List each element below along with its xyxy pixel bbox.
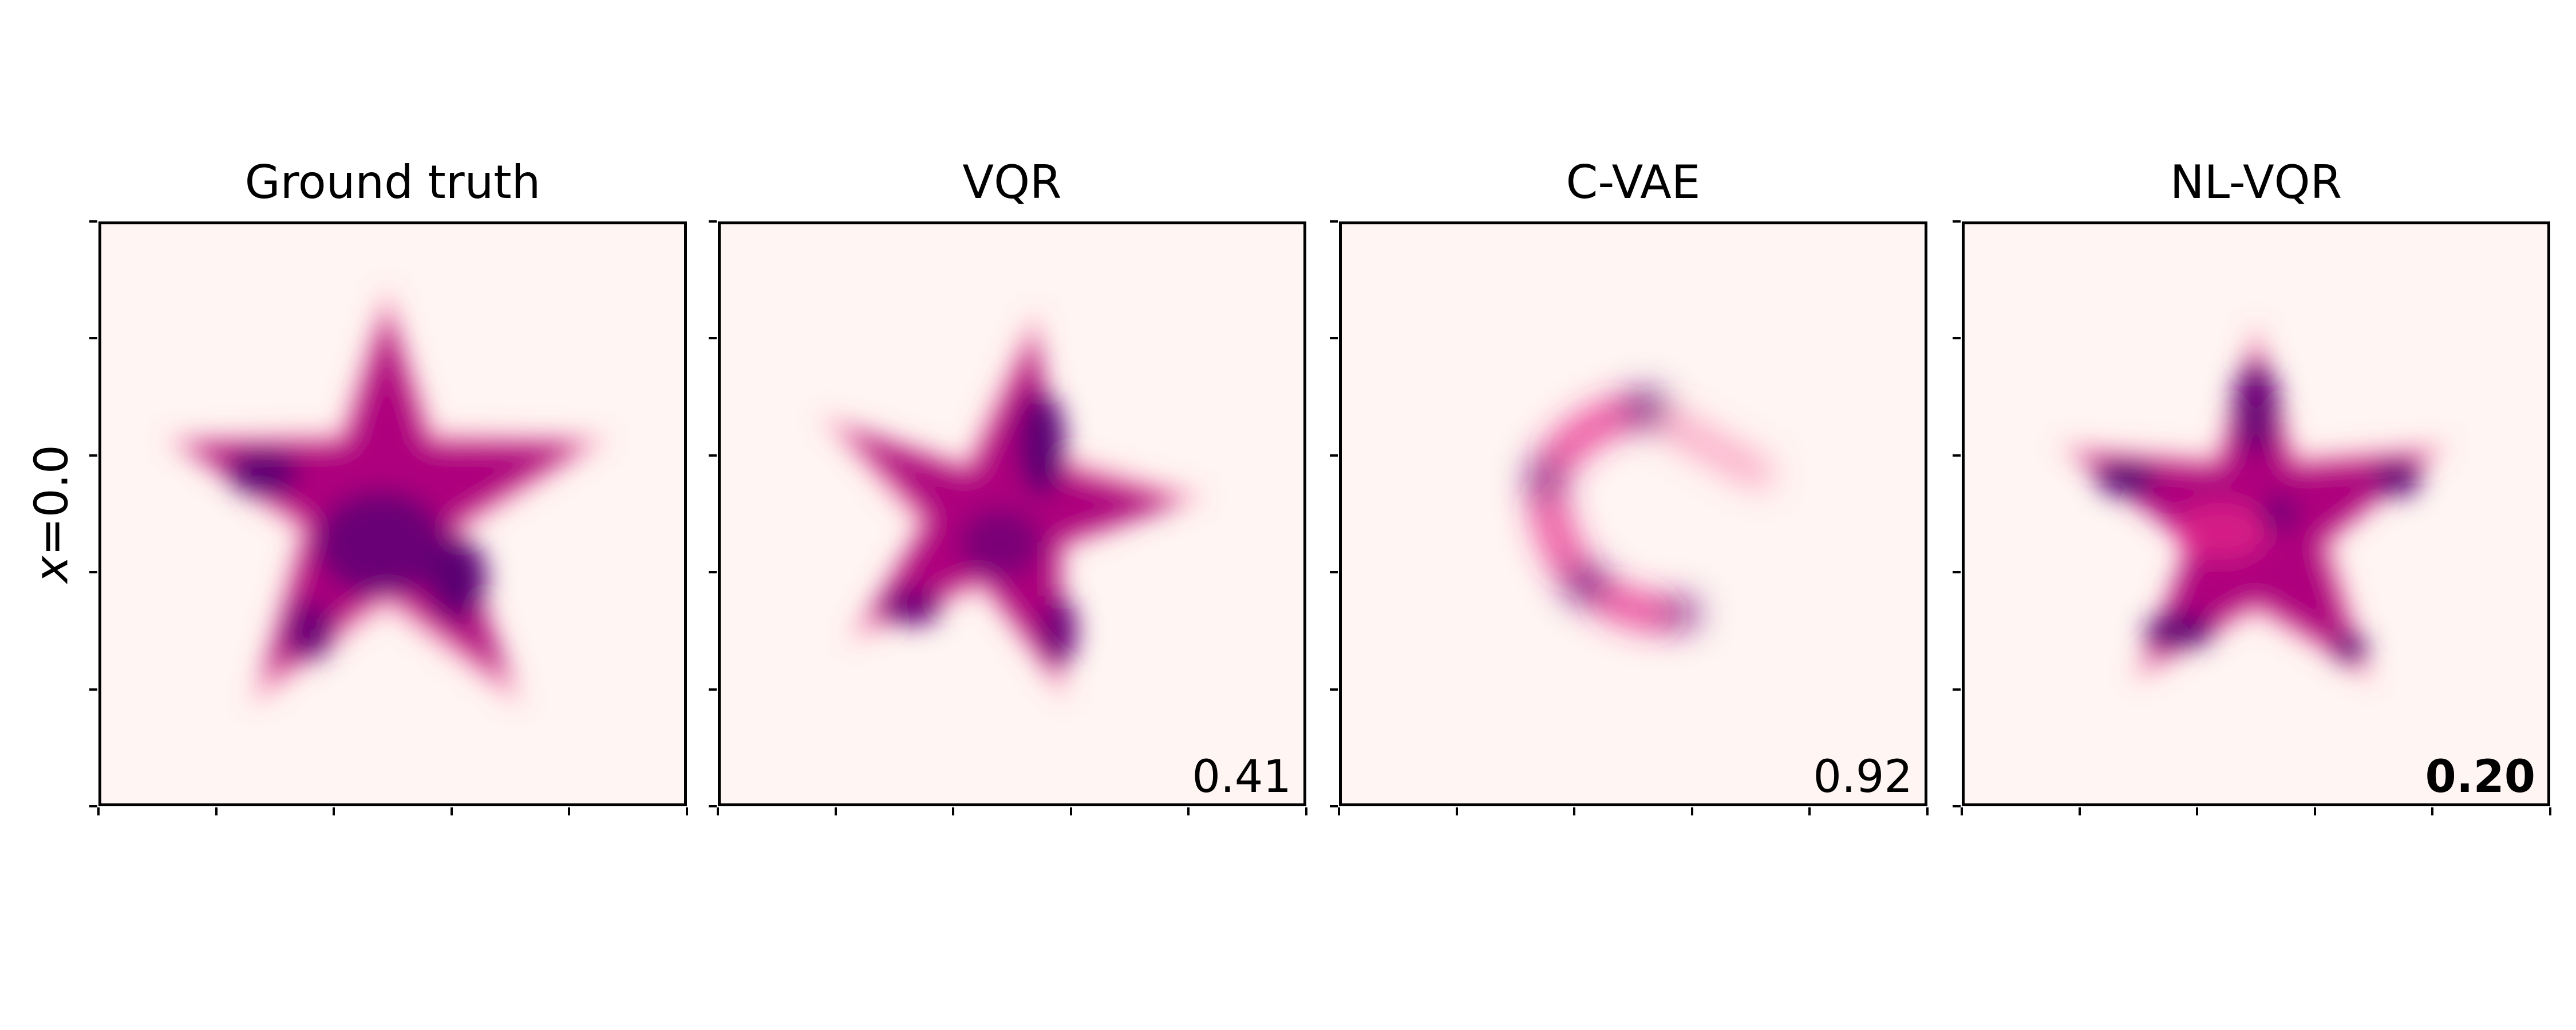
y-tick xyxy=(709,337,717,340)
y-tick xyxy=(1330,337,1338,340)
y-tick xyxy=(89,220,97,223)
density-mode xyxy=(428,537,487,619)
x-tick xyxy=(1305,807,1307,815)
axes-frame xyxy=(1339,221,1927,806)
panel-title: C-VAE xyxy=(1566,156,1701,209)
density-arc xyxy=(1530,394,1682,629)
density-image xyxy=(718,221,1306,806)
row-label-variable: x xyxy=(25,556,78,583)
density-image xyxy=(1339,221,1927,806)
x-tick xyxy=(1961,807,1963,815)
density-mode xyxy=(2262,496,2297,532)
y-tick xyxy=(1330,220,1338,223)
density-image xyxy=(1962,221,2550,806)
x-tick xyxy=(1187,807,1190,815)
density-mode xyxy=(1018,391,1065,497)
density-mode xyxy=(1530,458,1560,500)
panel-title: Ground truth xyxy=(244,156,541,209)
axes-frame xyxy=(718,221,1306,806)
x-tick xyxy=(97,807,100,815)
y-tick xyxy=(89,805,97,807)
y-tick xyxy=(89,688,97,691)
y-tick xyxy=(89,454,97,457)
x-tick xyxy=(2078,807,2081,815)
x-tick xyxy=(333,807,335,815)
x-tick xyxy=(2313,807,2316,815)
x-tick xyxy=(1808,807,1811,815)
density-mode xyxy=(2332,633,2368,663)
density-star xyxy=(841,332,1183,678)
density-mode xyxy=(2373,461,2421,497)
density-mode xyxy=(2232,362,2280,455)
density-mode xyxy=(1662,599,1698,628)
density-mode xyxy=(1624,391,1666,426)
y-axis-row-label: x=0.0 xyxy=(25,445,78,583)
y-tick xyxy=(1953,454,1961,457)
score-label-best: 0.20 xyxy=(2425,751,2535,803)
density-mode xyxy=(2144,613,2215,649)
x-tick xyxy=(1455,807,1458,815)
y-tick xyxy=(89,571,97,574)
panel-vqr: VQR 0.41 xyxy=(709,156,1307,815)
x-tick xyxy=(1690,807,1693,815)
y-tick xyxy=(1953,337,1961,340)
x-tick xyxy=(717,807,719,815)
density-mode xyxy=(316,490,446,596)
x-tick xyxy=(2196,807,2199,815)
density-mode xyxy=(1041,596,1077,666)
y-tick xyxy=(1330,454,1338,457)
x-tick xyxy=(834,807,837,815)
axes-frame xyxy=(1962,221,2550,806)
density-mode xyxy=(959,508,1042,579)
x-tick xyxy=(2431,807,2434,815)
panel-title: VQR xyxy=(962,156,1062,209)
axes-frame xyxy=(98,221,687,806)
density-mode xyxy=(2097,461,2156,497)
y-tick xyxy=(1330,805,1338,807)
y-tick xyxy=(1953,220,1961,223)
panel-c-vae: C-VAE 0.92 xyxy=(1330,156,1929,815)
x-tick xyxy=(568,807,571,815)
y-tick xyxy=(1953,688,1961,691)
x-tick xyxy=(1926,807,1929,815)
x-tick xyxy=(215,807,218,815)
score-label: 0.41 xyxy=(1192,751,1291,803)
panel-title: NL-VQR xyxy=(2170,156,2342,209)
y-tick xyxy=(709,220,717,223)
density-mode xyxy=(286,601,334,660)
x-tick xyxy=(450,807,453,815)
density-image xyxy=(98,221,687,806)
row-label-value: =0.0 xyxy=(25,445,78,556)
y-tick xyxy=(1330,571,1338,574)
x-tick xyxy=(1573,807,1576,815)
x-tick xyxy=(952,807,955,815)
x-tick xyxy=(1069,807,1072,815)
panel-ground-truth: Ground truth xyxy=(89,156,688,815)
density-mode xyxy=(882,589,942,625)
y-tick xyxy=(709,688,717,691)
x-tick xyxy=(2549,807,2551,815)
y-tick xyxy=(709,805,717,807)
density-mode xyxy=(228,449,299,497)
y-tick xyxy=(1330,688,1338,691)
score-label: 0.92 xyxy=(1813,751,1913,803)
density-mode xyxy=(1565,566,1607,602)
density-star xyxy=(2073,344,2433,666)
y-tick xyxy=(89,337,97,340)
y-tick xyxy=(1953,805,1961,807)
density-light-region xyxy=(2174,502,2268,561)
panel-nl-vqr: NL-VQR 0.20 xyxy=(1953,156,2551,815)
y-tick xyxy=(709,454,717,457)
x-tick xyxy=(1338,807,1340,815)
y-tick xyxy=(709,571,717,574)
y-tick xyxy=(1953,571,1961,574)
x-tick xyxy=(686,807,688,815)
